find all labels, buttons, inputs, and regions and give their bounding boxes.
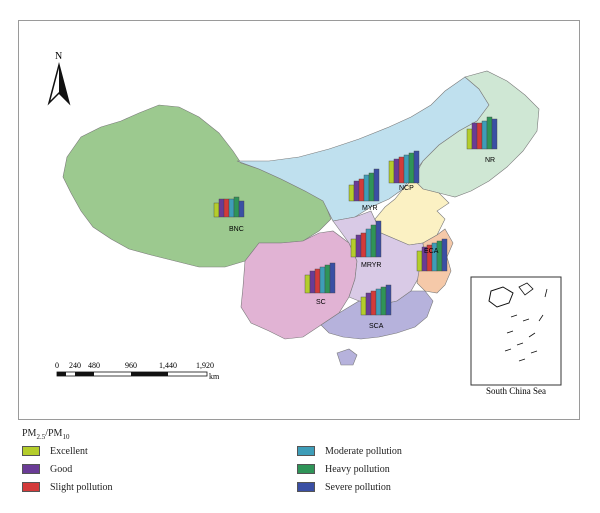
region-bar-sca-0 xyxy=(360,296,367,316)
region-bar-nr-1 xyxy=(471,122,478,150)
region-bar-ncp-4 xyxy=(408,152,415,184)
scale-bar xyxy=(56,371,208,377)
region-bar-eca-4 xyxy=(436,240,443,272)
region-bar-mryr-2 xyxy=(360,232,367,258)
region-bar-sc-4 xyxy=(324,264,331,294)
region-label-bnc: BNC xyxy=(229,226,244,233)
region-bar-eca-0 xyxy=(416,250,423,272)
region-bar-myr-0 xyxy=(348,184,355,202)
region-bar-sc-2 xyxy=(314,268,321,294)
legend-label: Excellent xyxy=(50,445,88,457)
legend-title: PM2.5/PM10 xyxy=(22,428,69,441)
legend-title-sub2: 10 xyxy=(62,433,70,441)
legend-swatch-slight-pollution xyxy=(22,482,40,492)
scale-unit: km xyxy=(209,372,220,381)
region-bar-sc-3 xyxy=(319,266,326,294)
region-bar-bnc-0 xyxy=(213,202,220,218)
region-label-sca: SCA xyxy=(369,323,384,330)
region-bar-sc-0 xyxy=(304,274,311,294)
region-bar-ncp-3 xyxy=(403,154,410,184)
region-bar-sca-3 xyxy=(375,288,382,316)
north-arrow-icon xyxy=(47,62,71,106)
legend: PM2.5/PM10 Excellent Good Slight polluti… xyxy=(22,428,582,508)
legend-item-severe-pollution: Severe pollution xyxy=(297,480,391,494)
legend-label: Heavy pollution xyxy=(325,463,390,475)
region-bar-nr-4 xyxy=(486,116,493,150)
region-bar-ncp-0 xyxy=(388,160,395,184)
region-bar-bnc-4 xyxy=(233,196,240,218)
legend-title-sub1: 2.5 xyxy=(36,433,46,441)
region-bar-bnc-1 xyxy=(218,198,225,218)
region-label-eca: ECA xyxy=(424,248,439,255)
legend-item-slight-pollution: Slight pollution xyxy=(22,480,113,494)
legend-item-good: Good xyxy=(22,462,72,476)
region-bar-mryr-4 xyxy=(370,224,377,258)
region-label-sc: SC xyxy=(316,299,326,306)
region-bar-nr-5 xyxy=(491,118,498,150)
region-labels: BNC NR MYR NCP MRYR SC ECA SCA xyxy=(229,157,495,330)
region-bar-charts xyxy=(213,116,498,316)
region-bar-myr-5 xyxy=(373,168,380,202)
region-bar-myr-1 xyxy=(353,180,360,202)
china-map: N 0 240 480 960 1,440 1,920 km South Chi… xyxy=(47,51,562,396)
region-bar-bnc-2 xyxy=(223,198,230,218)
region-bar-nr-0 xyxy=(466,128,473,150)
scale-tick: 1,440 xyxy=(159,361,177,370)
region-bar-nr-3 xyxy=(481,120,488,150)
legend-swatch-severe-pollution xyxy=(297,482,315,492)
region-bar-mryr-0 xyxy=(350,238,357,258)
legend-title-pm10: /PM xyxy=(45,428,63,439)
region-bar-sca-4 xyxy=(380,286,387,316)
region-bar-eca-5 xyxy=(441,238,448,272)
scale-tick: 960 xyxy=(125,361,137,370)
map-frame: N 0 240 480 960 1,440 1,920 km South Chi… xyxy=(18,20,580,420)
legend-label: Severe pollution xyxy=(325,481,391,493)
legend-label: Good xyxy=(50,463,73,475)
region-bar-bnc-5 xyxy=(238,200,245,218)
region-bnc xyxy=(62,104,332,268)
inset-map: South China Sea xyxy=(470,276,562,396)
scale-tick: 240 xyxy=(69,361,81,370)
region-bar-myr-2 xyxy=(358,178,365,202)
inset-label: South China Sea xyxy=(486,386,546,396)
legend-item-excellent: Excellent xyxy=(22,444,88,458)
scale-tick-labels: 0 240 480 960 1,440 1,920 km xyxy=(55,361,220,381)
legend-swatch-excellent xyxy=(22,446,40,456)
scale-tick: 480 xyxy=(88,361,100,370)
region-bar-myr-4 xyxy=(368,172,375,202)
region-bar-nr-2 xyxy=(476,122,483,150)
region-bar-sca-5 xyxy=(385,284,392,316)
region-bar-bnc-3 xyxy=(228,198,235,218)
legend-label: Slight pollution xyxy=(50,481,113,493)
region-label-nr: NR xyxy=(485,157,495,164)
scale-tick: 1,920 xyxy=(196,361,214,370)
region-bar-sca-2 xyxy=(370,290,377,316)
region-label-myr: MYR xyxy=(362,205,378,212)
region-bar-ncp-2 xyxy=(398,156,405,184)
region-label-mryr: MRYR xyxy=(361,262,381,269)
scale-tick: 0 xyxy=(55,361,59,370)
legend-swatch-moderate-pollution xyxy=(297,446,315,456)
legend-item-moderate-pollution: Moderate pollution xyxy=(297,444,402,458)
region-bar-mryr-1 xyxy=(355,234,362,258)
legend-swatch-good xyxy=(22,464,40,474)
region-bar-sca-1 xyxy=(365,292,372,316)
north-label: N xyxy=(55,51,62,62)
region-hainan xyxy=(336,348,358,366)
region-bar-mryr-5 xyxy=(375,220,382,258)
region-bar-myr-3 xyxy=(363,174,370,202)
region-label-ncp: NCP xyxy=(399,185,414,192)
legend-swatch-heavy-pollution xyxy=(297,464,315,474)
legend-label: Moderate pollution xyxy=(325,445,402,457)
region-bar-sc-5 xyxy=(329,262,336,294)
legend-title-pm: PM xyxy=(22,428,37,439)
region-bar-ncp-5 xyxy=(413,150,420,184)
region-bar-mryr-3 xyxy=(365,228,372,258)
region-bar-sc-1 xyxy=(309,270,316,294)
region-bar-ncp-1 xyxy=(393,158,400,184)
legend-item-heavy-pollution: Heavy pollution xyxy=(297,462,390,476)
